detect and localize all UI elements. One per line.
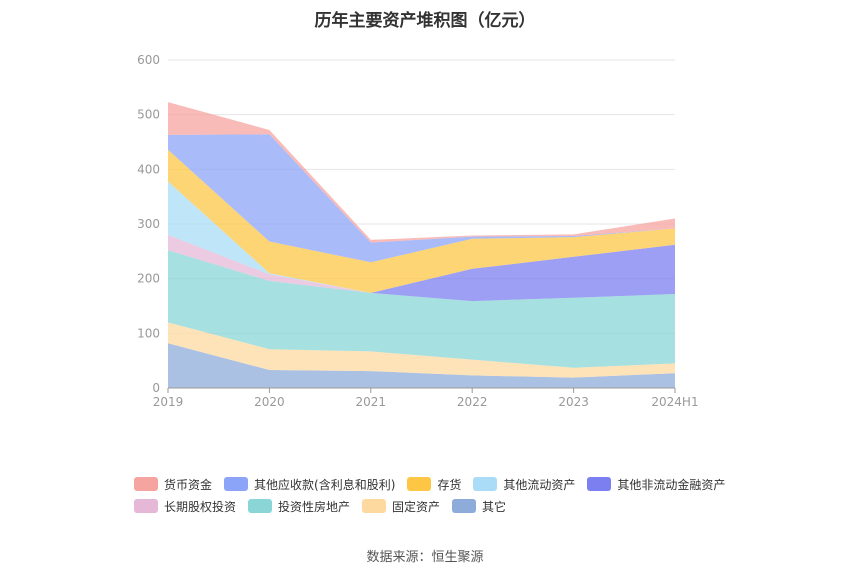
x-tick-label: 2023 [558,395,589,409]
y-tick-label: 300 [137,217,160,231]
y-tick-label: 100 [137,326,160,340]
legend-item[interactable]: 固定资产 [362,498,440,515]
legend-item[interactable]: 货币资金 [134,476,212,493]
area-其它 [168,343,675,388]
y-tick-label: 600 [137,53,160,67]
legend-swatch [587,477,612,491]
x-tick-label: 2024H1 [651,395,698,409]
legend-swatch [224,477,249,491]
legend-item[interactable]: 其他非流动金融资产 [587,476,725,493]
legend-swatch [248,499,273,513]
y-tick-label: 400 [137,162,160,176]
legend-swatch [473,477,498,491]
legend-item[interactable]: 其它 [452,498,506,515]
legend-item[interactable]: 存货 [407,476,461,493]
area-固定资产 [168,322,675,378]
chart-title: 历年主要资产堆积图（亿元） [314,11,536,31]
legend-row: 货币资金 其他应收款(含利息和股利) 存货 其他流动资产 其他非流动金融资产 [134,473,754,495]
legend-label: 其他应收款(含利息和股利) [254,477,396,492]
legend-swatch [134,477,158,491]
source-note: 数据来源：恒生聚源 [366,550,484,565]
x-tick-label: 2021 [356,395,387,409]
y-tick-label: 200 [137,272,160,286]
legend-item[interactable]: 长期股权投资 [134,498,236,515]
x-tick-label: 2020 [254,395,285,409]
legend-swatch [134,499,158,513]
area-其他非流动金融资产 [168,234,675,302]
area-存货 [168,149,675,293]
legend: 货币资金 其他应收款(含利息和股利) 存货 其他流动资产 其他非流动金融资产长期股权投资… [134,473,754,517]
legend-label: 其他流动资产 [503,477,576,492]
area-投资性房地产 [168,250,675,368]
x-tick-label: 2019 [153,395,184,409]
y-tick-label: 500 [137,108,160,122]
legend-row: 长期股权投资 投资性房地产 固定资产 其它 [134,495,754,517]
legend-label: 存货 [437,477,462,492]
legend-item[interactable]: 其他应收款(含利息和股利) [224,476,395,493]
legend-swatch [452,499,477,513]
legend-label: 其它 [482,499,507,514]
legend-label: 投资性房地产 [278,499,351,514]
stacked-area-chart: 0 100 200 300 400 500 600 2019 2020 2021 2022 2023 2… [137,53,699,409]
legend-label: 固定资产 [392,499,441,514]
x-tick-label: 2022 [457,395,488,409]
legend-swatch [407,477,432,491]
legend-label: 长期股权投资 [164,499,237,514]
legend-item[interactable]: 其他流动资产 [473,476,575,493]
area-其他应收款(含利息和股利) [168,134,675,263]
y-tick-label: 0 [152,381,160,395]
legend-swatch [362,499,387,513]
legend-item[interactable]: 投资性房地产 [248,498,350,515]
area-货币资金 [168,102,675,243]
legend-label: 货币资金 [164,477,213,492]
legend-label: 其他非流动金融资产 [617,477,726,492]
